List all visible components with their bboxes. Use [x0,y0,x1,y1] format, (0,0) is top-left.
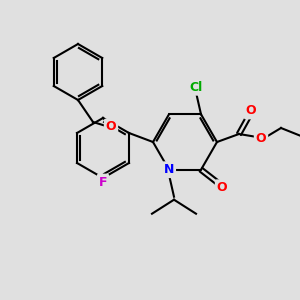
Text: O: O [106,121,116,134]
Text: O: O [256,131,266,145]
Text: F: F [99,176,107,188]
Text: O: O [246,104,256,118]
Text: O: O [217,181,227,194]
Text: Cl: Cl [189,81,203,94]
Text: N: N [164,163,174,176]
